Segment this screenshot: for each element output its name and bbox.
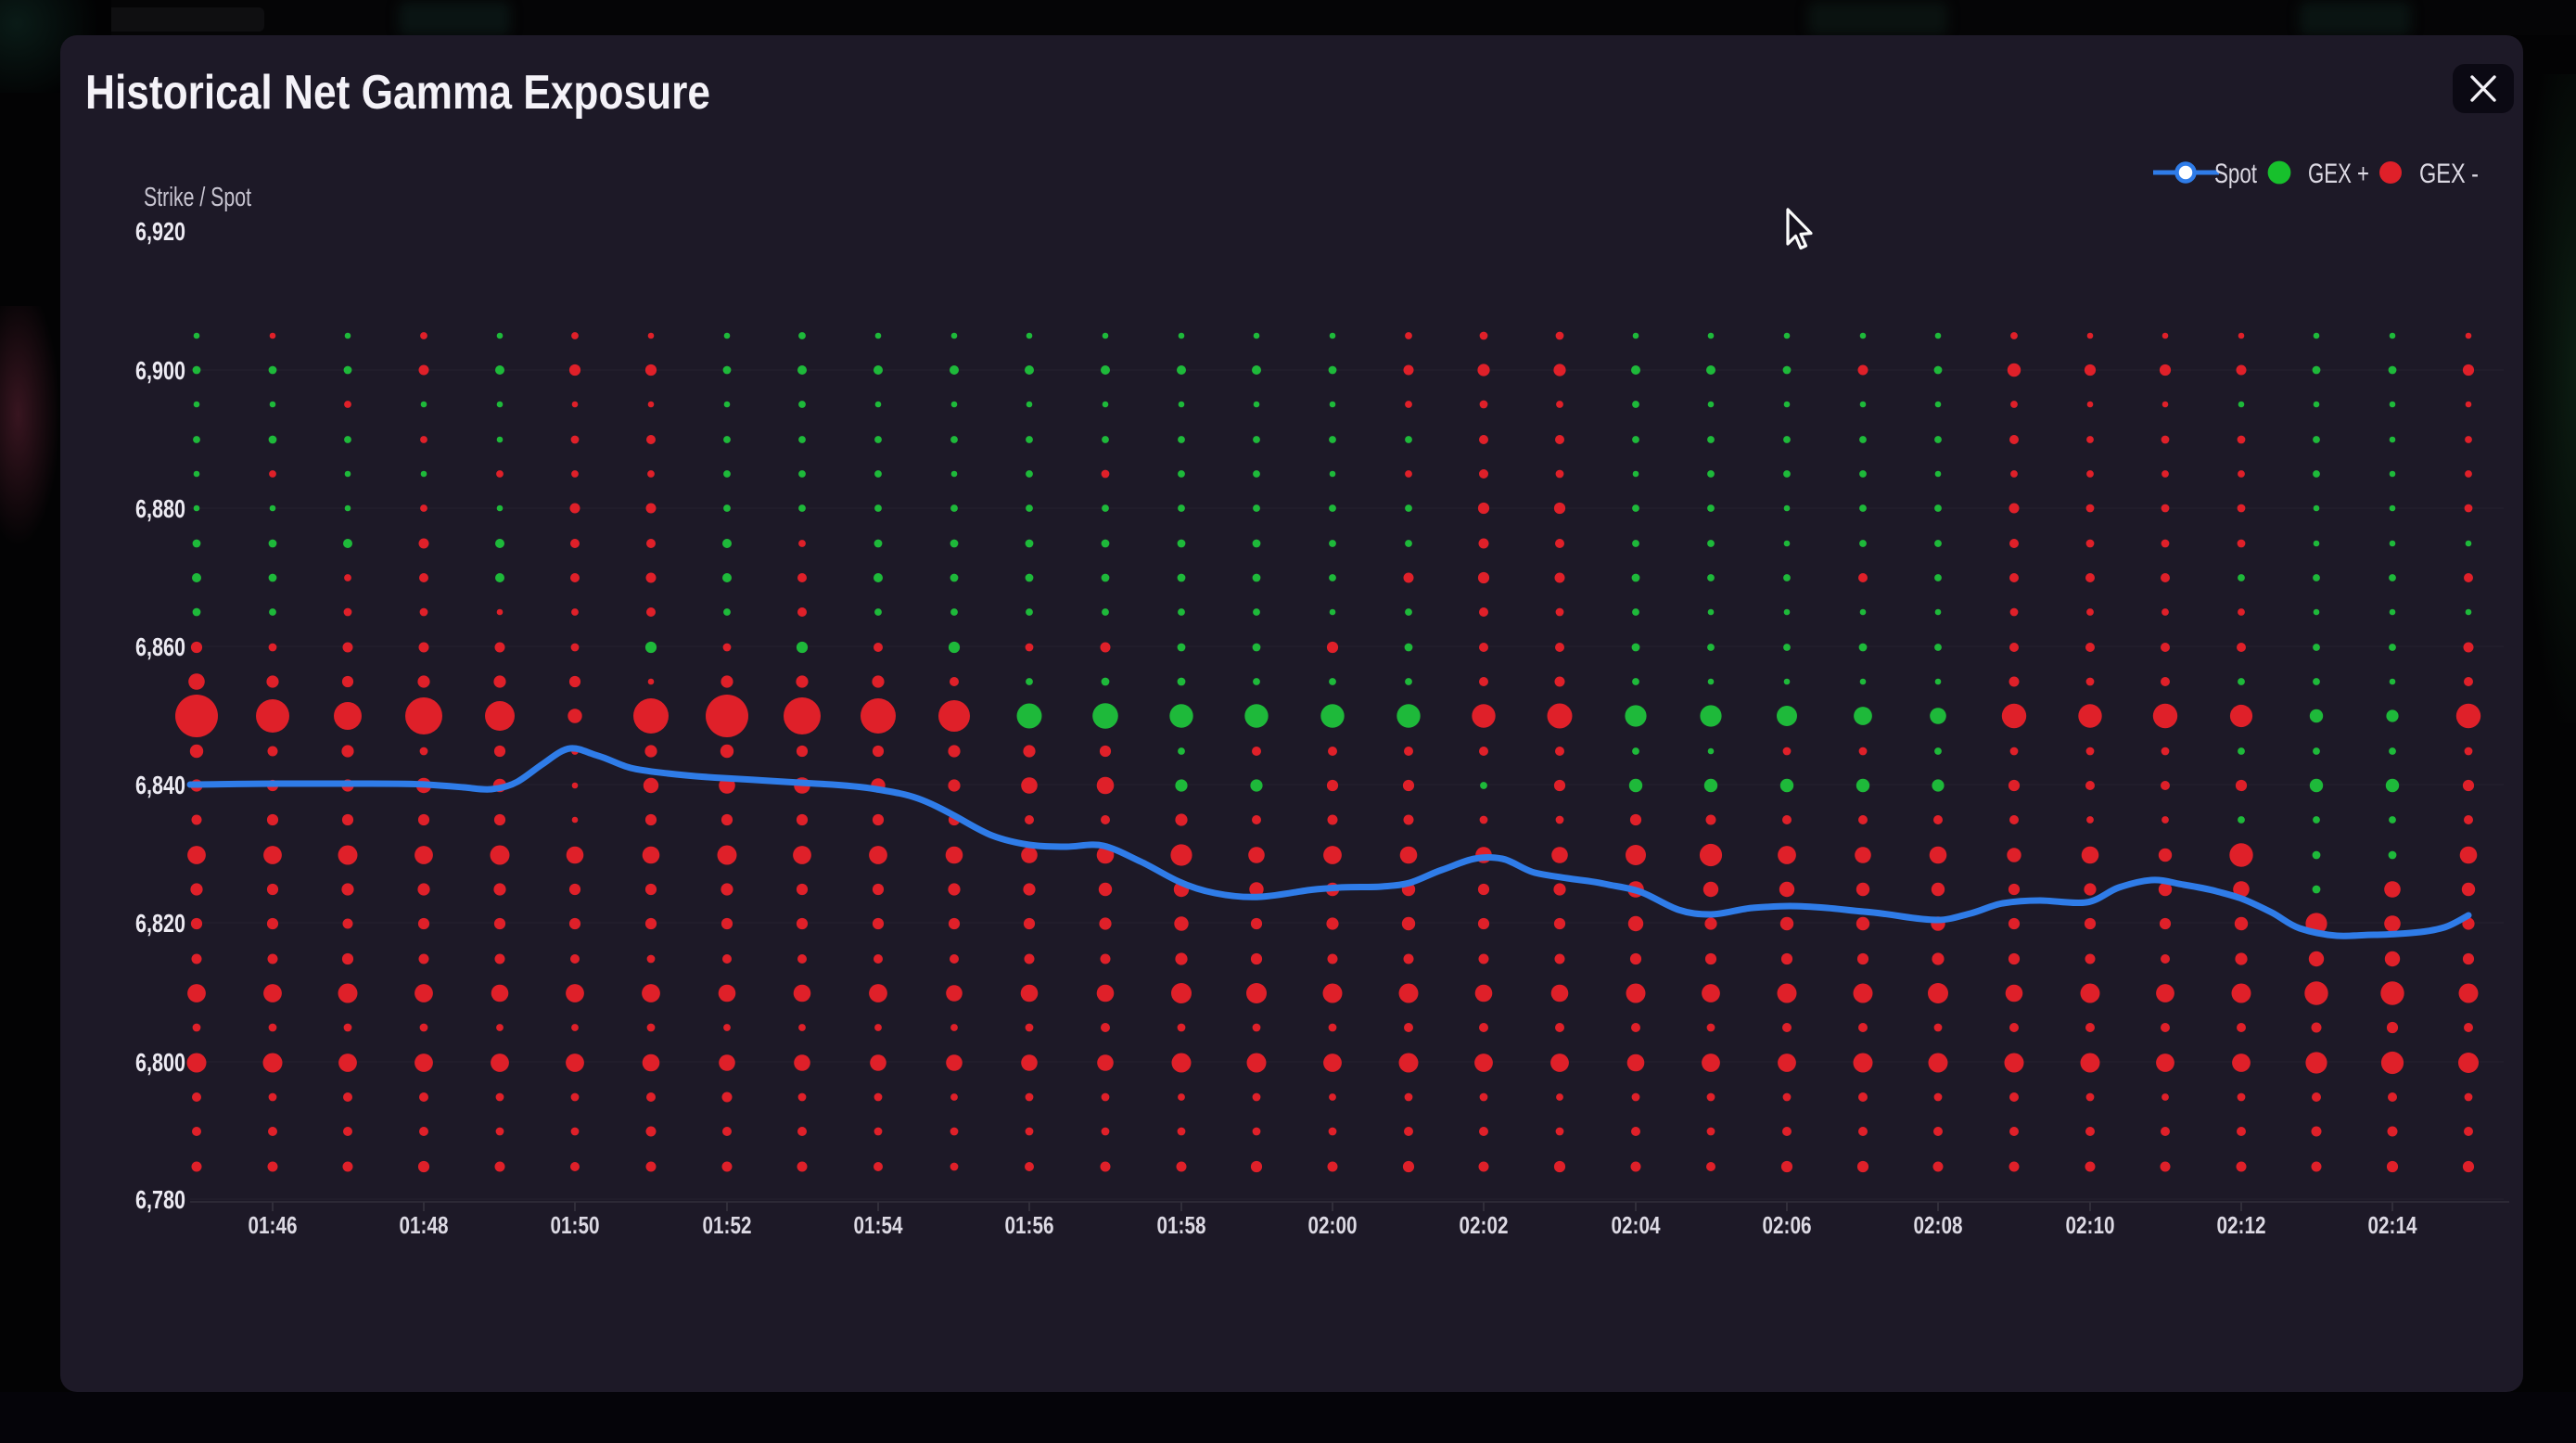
svg-text:6,920: 6,920 — [135, 217, 185, 246]
svg-text:6,800: 6,800 — [135, 1048, 185, 1077]
svg-text:01:46: 01:46 — [249, 1211, 298, 1239]
svg-text:01:54: 01:54 — [854, 1211, 903, 1239]
svg-text:01:58: 01:58 — [1157, 1211, 1206, 1239]
svg-text:GEX +: GEX + — [2308, 159, 2369, 189]
svg-text:01:52: 01:52 — [703, 1211, 752, 1239]
svg-text:6,900: 6,900 — [135, 356, 185, 385]
svg-text:6,820: 6,820 — [135, 909, 185, 938]
svg-text:02:12: 02:12 — [2217, 1211, 2266, 1239]
svg-text:Historical Net Gamma Exposure: Historical Net Gamma Exposure — [85, 66, 710, 120]
svg-text:01:48: 01:48 — [400, 1211, 449, 1239]
svg-text:6,840: 6,840 — [135, 771, 185, 799]
svg-text:02:02: 02:02 — [1460, 1211, 1509, 1239]
svg-text:02:04: 02:04 — [1612, 1211, 1661, 1239]
svg-text:02:00: 02:00 — [1308, 1211, 1358, 1239]
svg-text:01:50: 01:50 — [551, 1211, 600, 1239]
svg-text:02:06: 02:06 — [1763, 1211, 1812, 1239]
svg-text:02:08: 02:08 — [1914, 1211, 1963, 1239]
svg-text:6,780: 6,780 — [135, 1185, 185, 1214]
svg-text:6,880: 6,880 — [135, 494, 185, 523]
svg-text:Strike / Spot: Strike / Spot — [144, 183, 251, 212]
svg-text:GEX -: GEX - — [2419, 159, 2479, 189]
svg-text:6,860: 6,860 — [135, 632, 185, 661]
svg-text:Spot: Spot — [2214, 159, 2257, 189]
svg-text:01:56: 01:56 — [1005, 1211, 1054, 1239]
svg-text:02:10: 02:10 — [2066, 1211, 2115, 1239]
svg-text:02:14: 02:14 — [2368, 1211, 2417, 1239]
